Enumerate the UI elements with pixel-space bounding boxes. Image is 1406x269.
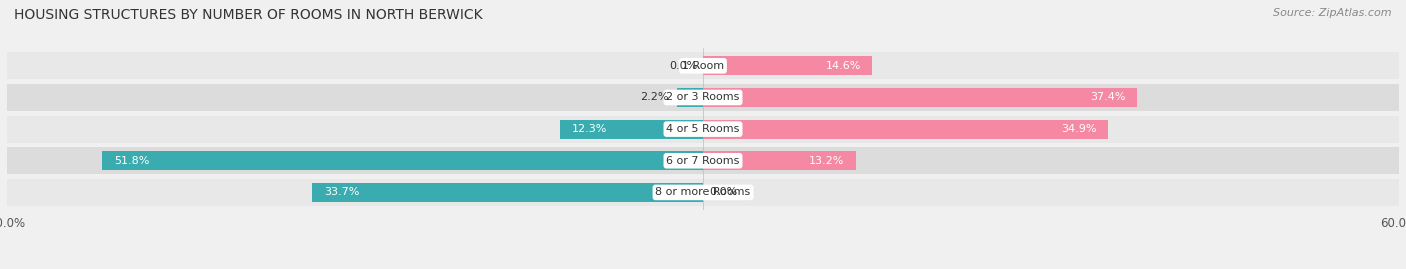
Text: 0.0%: 0.0% <box>669 61 697 71</box>
Bar <box>703 88 1137 107</box>
Text: 2 or 3 Rooms: 2 or 3 Rooms <box>666 93 740 102</box>
Bar <box>7 179 1399 206</box>
Text: 0.0%: 0.0% <box>709 187 737 197</box>
Text: 37.4%: 37.4% <box>1090 93 1125 102</box>
Text: 34.9%: 34.9% <box>1060 124 1097 134</box>
Text: 1 Room: 1 Room <box>682 61 724 71</box>
Bar <box>103 151 703 170</box>
Text: 4 or 5 Rooms: 4 or 5 Rooms <box>666 124 740 134</box>
Bar <box>703 151 856 170</box>
Text: 33.7%: 33.7% <box>323 187 359 197</box>
Text: 12.3%: 12.3% <box>572 124 607 134</box>
Text: 2.2%: 2.2% <box>640 93 668 102</box>
Text: 6 or 7 Rooms: 6 or 7 Rooms <box>666 156 740 166</box>
Bar <box>7 84 1399 111</box>
Text: HOUSING STRUCTURES BY NUMBER OF ROOMS IN NORTH BERWICK: HOUSING STRUCTURES BY NUMBER OF ROOMS IN… <box>14 8 482 22</box>
Bar <box>7 147 1399 174</box>
Text: 8 or more Rooms: 8 or more Rooms <box>655 187 751 197</box>
Text: 51.8%: 51.8% <box>114 156 149 166</box>
Bar <box>561 120 703 139</box>
Bar <box>678 88 703 107</box>
Bar <box>703 120 1108 139</box>
Bar <box>312 183 703 202</box>
Bar <box>703 56 872 75</box>
Text: 13.2%: 13.2% <box>808 156 845 166</box>
Text: 14.6%: 14.6% <box>825 61 860 71</box>
Bar <box>7 52 1399 79</box>
Bar <box>7 116 1399 143</box>
Text: Source: ZipAtlas.com: Source: ZipAtlas.com <box>1274 8 1392 18</box>
